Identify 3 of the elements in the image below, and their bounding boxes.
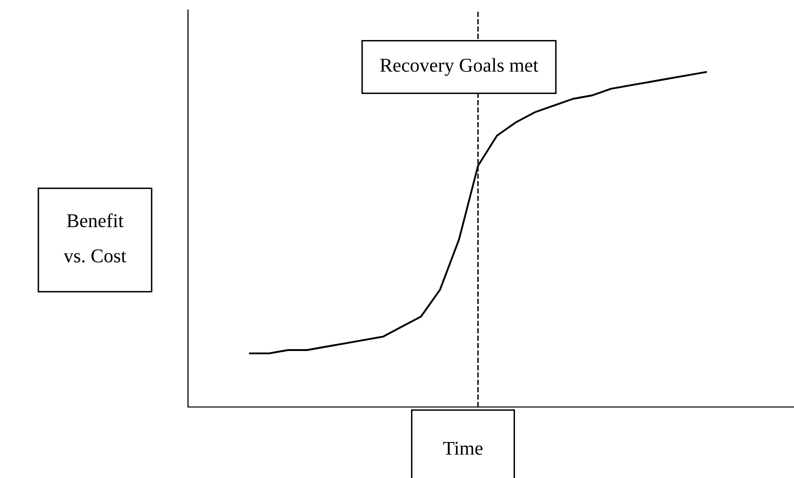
text: Benefit vs. Cost [64,213,126,263]
x-axis-title: Time [443,442,483,455]
annotation: Recovery Goals met [380,58,538,76]
